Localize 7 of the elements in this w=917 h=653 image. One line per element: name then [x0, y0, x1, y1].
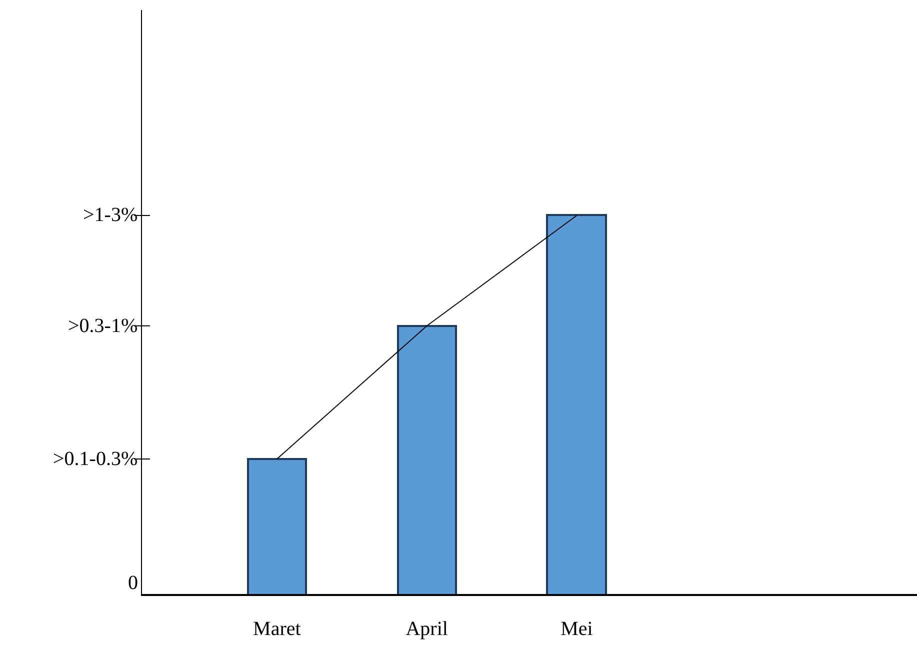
text: >1-3% [83, 204, 138, 226]
text: >0.3-1% [68, 315, 138, 337]
x-tick-label: April [406, 618, 448, 640]
x-tick-label: Mei [560, 618, 594, 640]
x-tick-label: Maret [253, 618, 302, 640]
text: 0 [128, 572, 138, 594]
text: >0.1-0.3% [53, 448, 138, 470]
